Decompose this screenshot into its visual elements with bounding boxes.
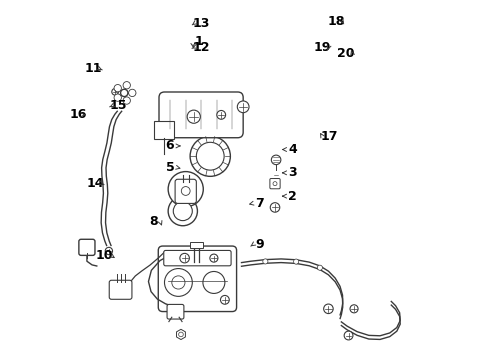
Circle shape xyxy=(187,110,200,123)
Text: 10: 10 xyxy=(96,249,113,262)
Circle shape xyxy=(203,271,225,293)
Text: 16: 16 xyxy=(70,108,87,121)
Circle shape xyxy=(271,155,281,165)
Text: 15: 15 xyxy=(110,99,127,112)
FancyBboxPatch shape xyxy=(270,179,280,189)
Text: 18: 18 xyxy=(327,15,344,28)
Circle shape xyxy=(217,111,225,119)
Circle shape xyxy=(165,269,192,296)
Circle shape xyxy=(168,172,203,207)
Text: 20: 20 xyxy=(337,47,354,60)
Text: 7: 7 xyxy=(255,197,264,210)
Circle shape xyxy=(168,197,197,226)
Circle shape xyxy=(270,203,280,212)
Text: 17: 17 xyxy=(320,130,338,144)
Text: 14: 14 xyxy=(86,177,104,190)
Circle shape xyxy=(123,82,130,89)
Circle shape xyxy=(344,331,353,340)
Circle shape xyxy=(196,142,224,170)
FancyBboxPatch shape xyxy=(159,92,243,138)
FancyBboxPatch shape xyxy=(158,246,237,311)
Circle shape xyxy=(173,202,192,221)
Text: 12: 12 xyxy=(193,41,210,54)
Text: 4: 4 xyxy=(288,143,297,156)
Circle shape xyxy=(350,305,358,313)
Circle shape xyxy=(172,276,185,289)
Text: 5: 5 xyxy=(166,161,174,174)
Text: 1: 1 xyxy=(195,35,204,49)
Circle shape xyxy=(318,265,322,270)
Circle shape xyxy=(114,94,122,101)
Circle shape xyxy=(263,259,268,264)
Text: 19: 19 xyxy=(313,41,331,54)
Circle shape xyxy=(210,254,218,262)
Circle shape xyxy=(129,89,136,96)
FancyBboxPatch shape xyxy=(190,242,202,248)
Circle shape xyxy=(273,182,277,186)
Circle shape xyxy=(179,332,183,337)
Circle shape xyxy=(324,304,333,314)
Circle shape xyxy=(220,296,229,304)
Circle shape xyxy=(105,247,113,255)
FancyBboxPatch shape xyxy=(79,239,95,255)
Circle shape xyxy=(114,85,122,92)
Circle shape xyxy=(190,136,230,176)
Text: 9: 9 xyxy=(255,238,264,251)
Circle shape xyxy=(121,89,128,96)
Text: 2: 2 xyxy=(288,190,297,203)
Text: 11: 11 xyxy=(84,62,102,75)
Circle shape xyxy=(180,253,189,263)
FancyBboxPatch shape xyxy=(153,121,174,139)
FancyBboxPatch shape xyxy=(167,305,184,319)
Circle shape xyxy=(294,259,299,264)
Circle shape xyxy=(112,89,119,95)
Text: 13: 13 xyxy=(193,17,210,30)
Polygon shape xyxy=(176,329,185,339)
FancyBboxPatch shape xyxy=(164,251,231,266)
Circle shape xyxy=(181,186,190,195)
Text: 8: 8 xyxy=(149,215,158,228)
Text: 6: 6 xyxy=(166,139,174,152)
Circle shape xyxy=(123,97,130,104)
Text: 3: 3 xyxy=(288,166,297,179)
FancyBboxPatch shape xyxy=(109,280,132,299)
FancyBboxPatch shape xyxy=(175,179,196,203)
Circle shape xyxy=(237,101,249,113)
